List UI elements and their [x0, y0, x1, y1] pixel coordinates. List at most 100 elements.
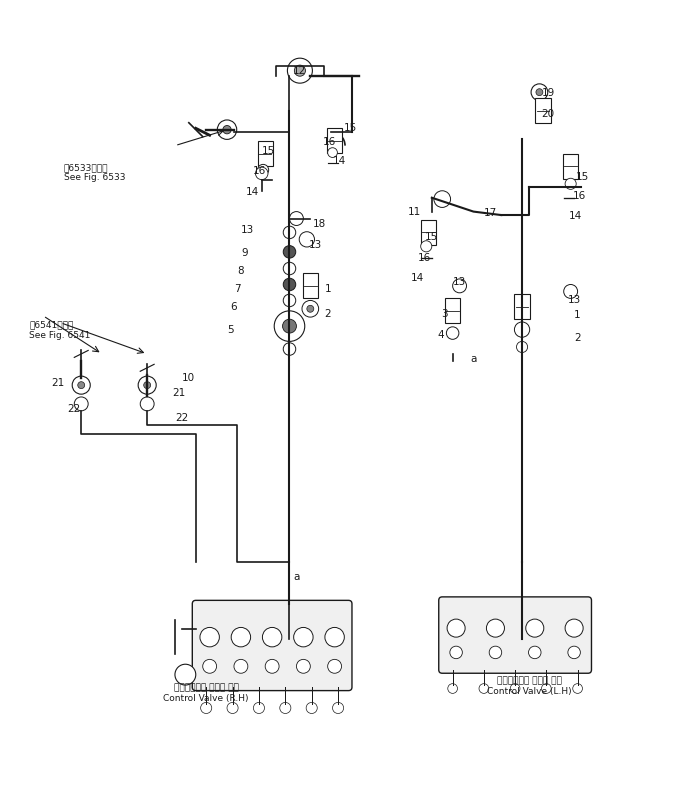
Circle shape	[514, 322, 530, 337]
Text: 15: 15	[576, 172, 589, 182]
Text: 2: 2	[574, 333, 581, 343]
Text: 2: 2	[324, 308, 331, 319]
Circle shape	[447, 619, 465, 637]
Text: 22: 22	[175, 413, 188, 423]
Circle shape	[279, 703, 291, 713]
Circle shape	[200, 627, 220, 647]
Text: 11: 11	[408, 207, 421, 217]
Text: 16: 16	[418, 253, 431, 263]
Circle shape	[140, 397, 154, 411]
Text: 10: 10	[183, 374, 195, 383]
Circle shape	[258, 164, 268, 175]
Circle shape	[306, 703, 317, 713]
Circle shape	[328, 148, 337, 158]
Text: 13: 13	[241, 225, 254, 235]
Text: 14: 14	[569, 212, 582, 221]
Text: 5: 5	[227, 325, 233, 336]
FancyBboxPatch shape	[421, 220, 436, 245]
Text: 16: 16	[253, 167, 266, 176]
Circle shape	[293, 627, 313, 647]
Text: 20: 20	[541, 109, 554, 118]
Circle shape	[201, 703, 212, 713]
Text: 8: 8	[238, 266, 244, 276]
Circle shape	[287, 58, 312, 83]
Circle shape	[565, 178, 576, 189]
Text: 1: 1	[324, 284, 331, 295]
Circle shape	[203, 659, 217, 673]
Text: 16: 16	[323, 137, 336, 147]
Circle shape	[283, 226, 296, 238]
Circle shape	[256, 167, 268, 180]
Text: 12: 12	[293, 66, 307, 76]
Text: 9: 9	[241, 248, 247, 258]
Circle shape	[72, 376, 90, 394]
Text: 21: 21	[52, 378, 65, 388]
Text: 21: 21	[171, 389, 185, 398]
Circle shape	[332, 703, 344, 713]
Text: 19: 19	[542, 88, 555, 98]
Circle shape	[217, 120, 237, 139]
Text: 13: 13	[568, 295, 581, 305]
Circle shape	[325, 627, 344, 647]
Circle shape	[536, 89, 543, 96]
Circle shape	[489, 646, 502, 658]
Text: 14: 14	[246, 187, 259, 197]
Circle shape	[421, 241, 432, 252]
Text: 22: 22	[68, 404, 81, 415]
Circle shape	[282, 320, 296, 333]
Circle shape	[289, 212, 303, 225]
Circle shape	[274, 311, 305, 341]
Text: 15: 15	[425, 233, 438, 242]
Text: 13: 13	[453, 278, 466, 287]
Circle shape	[510, 683, 520, 693]
FancyBboxPatch shape	[302, 274, 318, 299]
Text: 第6541図参照
See Fig. 6541: 第6541図参照 See Fig. 6541	[29, 320, 91, 340]
Text: 18: 18	[313, 219, 326, 229]
Text: コントロール バルブ 左側
Control Valve (L.H): コントロール バルブ 左側 Control Valve (L.H)	[487, 677, 572, 696]
Text: 3: 3	[441, 309, 447, 320]
Text: 1: 1	[574, 310, 581, 320]
Circle shape	[296, 659, 310, 673]
Circle shape	[262, 627, 282, 647]
Text: 第6533図参照
See Fig. 6533: 第6533図参照 See Fig. 6533	[64, 163, 125, 183]
Circle shape	[434, 191, 450, 208]
Circle shape	[447, 683, 457, 693]
Circle shape	[542, 683, 551, 693]
Circle shape	[564, 284, 578, 299]
Circle shape	[231, 627, 251, 647]
Circle shape	[568, 646, 581, 658]
Circle shape	[138, 376, 156, 394]
FancyBboxPatch shape	[438, 597, 592, 673]
Circle shape	[302, 300, 319, 317]
Circle shape	[446, 327, 459, 340]
Circle shape	[283, 246, 296, 258]
Circle shape	[526, 619, 544, 637]
Circle shape	[294, 65, 305, 76]
Text: 7: 7	[234, 284, 240, 295]
Text: 14: 14	[411, 273, 424, 283]
Text: 13: 13	[309, 240, 323, 250]
Circle shape	[254, 703, 264, 713]
Circle shape	[144, 382, 151, 389]
Circle shape	[283, 294, 296, 307]
Circle shape	[223, 126, 231, 134]
Circle shape	[78, 382, 85, 389]
Text: a: a	[293, 572, 300, 583]
Text: a: a	[470, 353, 477, 364]
FancyBboxPatch shape	[445, 299, 460, 324]
FancyBboxPatch shape	[258, 142, 273, 167]
Circle shape	[175, 664, 196, 685]
Circle shape	[227, 703, 238, 713]
Circle shape	[299, 232, 314, 247]
Text: 17: 17	[484, 208, 498, 218]
Circle shape	[565, 619, 583, 637]
Circle shape	[283, 279, 296, 291]
Circle shape	[328, 659, 342, 673]
Circle shape	[283, 343, 296, 355]
Circle shape	[265, 659, 279, 673]
Circle shape	[307, 305, 314, 312]
Circle shape	[452, 279, 466, 293]
Text: 15: 15	[344, 123, 357, 134]
FancyBboxPatch shape	[535, 98, 551, 123]
Text: 16: 16	[572, 192, 585, 201]
